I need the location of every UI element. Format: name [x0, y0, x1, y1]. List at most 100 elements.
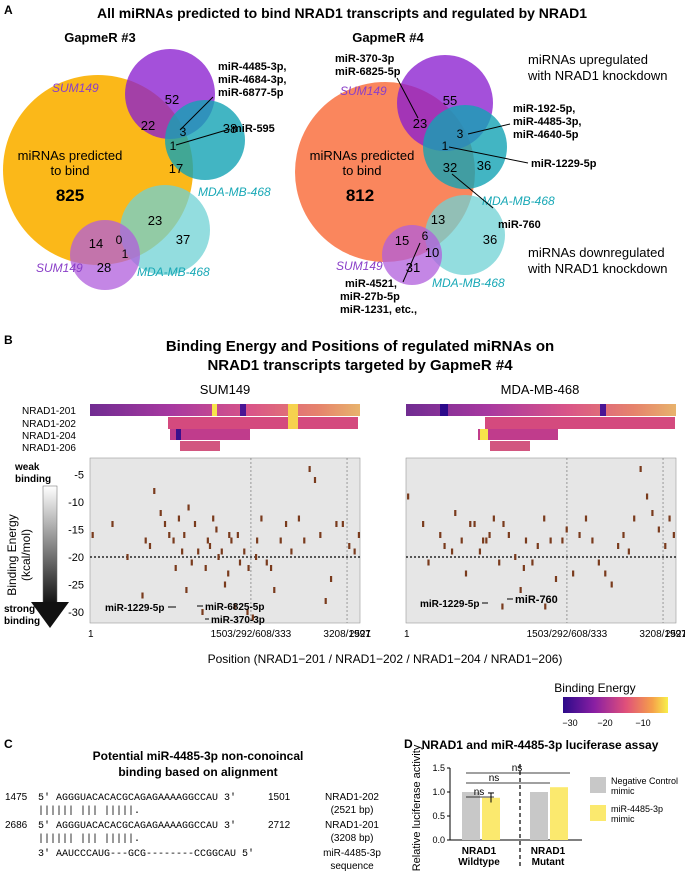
venn-right-callout-bottom-3: miR-1231, etc.,: [340, 304, 417, 316]
mda-xtick-0: 1: [404, 629, 410, 640]
sum149-point: [290, 548, 293, 555]
mda-point: [651, 510, 654, 516]
transcript-label-201: NRAD1-201: [22, 406, 76, 417]
mda-point: [561, 537, 564, 544]
color-legend-tick-10: −10: [635, 718, 650, 728]
venn-left-count-3: 3: [180, 125, 187, 139]
venn-right-count-23: 23: [413, 116, 427, 131]
sum149-point: [144, 537, 147, 544]
annot-sum149-1229: miR-1229-5p: [105, 603, 164, 614]
sum149-point: [247, 565, 250, 571]
venn-left-count-14: 14: [89, 236, 103, 251]
color-legend-title: Binding Energy: [554, 681, 635, 695]
venn-left-count-0: 0: [116, 233, 123, 247]
venn-right-count-6: 6: [422, 229, 429, 243]
sum149-point: [308, 466, 311, 472]
align-row1-name: NRAD1-202: [325, 792, 379, 803]
sum149-xtick-3: 2521: [349, 629, 372, 640]
mda-point: [450, 548, 454, 555]
sum149-point: [183, 532, 186, 538]
venn-left: GapmeR #3 miRNAs predicted to bind 825 S…: [3, 30, 286, 290]
bar-0-0: [462, 792, 480, 840]
weak-binding-label-1: weak: [14, 462, 40, 473]
sum149-point: [353, 548, 356, 555]
mda-plot-bg: [405, 457, 677, 624]
sum149-point: [212, 515, 215, 522]
venn-left-callout-1: miR-4485-3p,: [218, 61, 286, 73]
strip-sum149-cold-2: [176, 429, 181, 440]
mda-point: [464, 570, 468, 577]
y-axis-label-1: Binding Energy: [5, 514, 19, 595]
mda-point: [524, 537, 528, 544]
mda-point: [565, 526, 568, 533]
sum149-point: [238, 559, 242, 566]
color-legend-bar: [563, 697, 668, 713]
sum149-point: [319, 532, 322, 538]
sum149-xtick-0: 1: [88, 629, 94, 640]
transcript-label-206: NRAD1-206: [22, 443, 76, 454]
mda-point: [672, 532, 675, 538]
weak-binding-label-2: binding: [15, 474, 51, 485]
venn-right-mda-up-label: MDA-MB-468: [482, 194, 555, 208]
bar-chart-luciferase: 0.0 0.5 1.0 1.5: [432, 763, 582, 866]
mda-point: [604, 570, 607, 577]
legend-neg-1: Negative Control: [611, 776, 678, 786]
sum149-point: [91, 532, 94, 538]
panel-b-right-title: MDA-MB-468: [501, 382, 580, 397]
strip-sum149-204: [170, 429, 250, 440]
sum149-xtick-1: 1503/292/608/333: [211, 629, 292, 640]
mda-point: [543, 515, 546, 522]
mda-point: [627, 548, 630, 555]
strong-binding-label-2: binding: [4, 616, 40, 627]
mda-xtick-3: 2521: [665, 629, 685, 640]
venn-left-callout-line-595: [175, 128, 231, 146]
venn-right-count-3: 3: [457, 127, 464, 141]
venn-right-mda-down-circle: [425, 195, 505, 275]
strip-mda-204: [478, 429, 558, 440]
venn-right-callout-bottom-1: miR-4521,: [345, 278, 397, 290]
mda-point: [454, 510, 457, 516]
sum149-point: [185, 587, 188, 593]
legend-down-line-2: with NRAD1 knockdown: [527, 261, 667, 276]
align-pairing-2: |||||| ||| |||||.: [38, 833, 140, 845]
strip-sum149-206: [180, 441, 220, 451]
sum149-point: [126, 554, 129, 560]
bar-ytick-3: 1.5: [432, 763, 445, 773]
align-row1-end: 1501: [268, 792, 291, 803]
sum149-point: [193, 521, 197, 527]
legend-down-line-1: miRNAs downregulated: [528, 245, 665, 260]
venn-right-sum149-up-label: SUM149: [340, 84, 387, 98]
panel-c-title-1: Potential miR-4485-3p non-conoincal: [93, 749, 304, 763]
strip-sum149-202: [168, 417, 358, 429]
sum149-point: [348, 543, 351, 549]
mda-point: [622, 532, 625, 538]
venn-left-count-1a: 1: [170, 139, 177, 153]
sum149-point: [177, 515, 181, 522]
sum149-point: [208, 543, 212, 549]
sum149-point: [220, 548, 223, 555]
panel-d-sig-2: ns: [489, 773, 500, 784]
venn-right-mda-up-circle: [423, 105, 507, 189]
mda-point: [572, 570, 575, 577]
sum149-point: [251, 614, 254, 621]
venn-right-count-15: 15: [395, 233, 409, 248]
venn-left-mda-up-label: MDA-MB-468: [198, 185, 271, 199]
venn-right-callout-line-760: [451, 173, 494, 209]
binding-arrow-shaft: [42, 485, 58, 605]
mda-point: [549, 537, 552, 544]
venn-right-big-label-2: to bind: [342, 163, 381, 178]
transcript-label-202: NRAD1-202: [22, 419, 76, 430]
sum149-point: [260, 515, 263, 522]
mda-point: [668, 515, 671, 522]
panel-d-sig-3: ns: [512, 763, 523, 774]
legend-neg-2: mimic: [611, 786, 635, 796]
strip-mda-202: [485, 417, 675, 429]
panel-b-title-1: Binding Energy and Positions of regulate…: [166, 338, 554, 355]
sum149-ytick-0: -5: [74, 470, 84, 482]
mda-xtick-1: 1503/292/608/333: [527, 629, 608, 640]
mda-point: [427, 559, 430, 566]
align-row2-seq: 5' AGGGUACACACGCAGAGAAAAGGCCAU 3': [38, 820, 236, 832]
mda-point: [578, 532, 581, 538]
mda-point: [522, 565, 525, 571]
